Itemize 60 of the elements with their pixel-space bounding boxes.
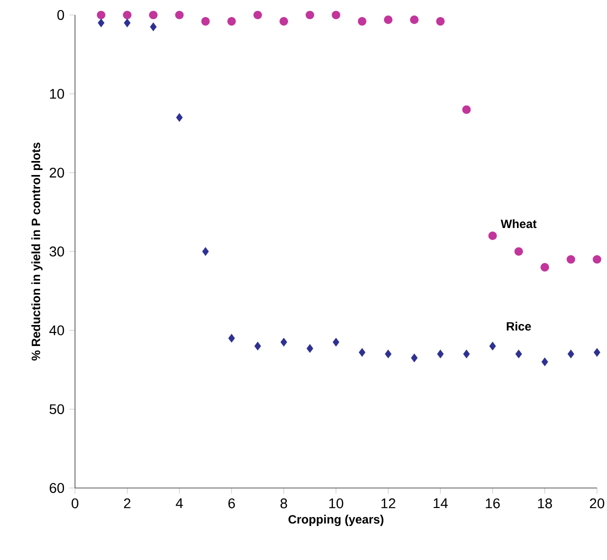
point xyxy=(384,350,392,358)
point xyxy=(515,350,522,358)
y-tick-label: 20 xyxy=(50,168,64,178)
point xyxy=(253,10,262,20)
x-tick-label: 10 xyxy=(329,498,344,508)
point xyxy=(254,342,261,350)
point xyxy=(489,342,496,350)
point xyxy=(227,17,236,26)
point xyxy=(332,10,340,20)
y-tick-label: 50 xyxy=(50,404,64,414)
y-tick-label: 40 xyxy=(49,325,64,336)
point xyxy=(358,348,366,357)
series-label: Wheat xyxy=(500,219,537,228)
point xyxy=(542,358,548,366)
point xyxy=(306,10,314,20)
point xyxy=(124,18,130,28)
point xyxy=(150,22,157,32)
point xyxy=(410,15,419,24)
point xyxy=(463,350,470,358)
x-tick-label: 8 xyxy=(280,498,288,508)
series-label: Rice xyxy=(506,322,531,331)
point xyxy=(228,334,235,342)
point xyxy=(488,231,497,240)
point xyxy=(358,17,366,26)
x-tick-label: 2 xyxy=(124,498,130,508)
x-tick-label: 14 xyxy=(434,498,448,508)
y-tick-label: 60 xyxy=(50,483,64,493)
x-tick-label: 18 xyxy=(538,498,552,508)
x-tick-label: 0 xyxy=(72,498,78,508)
point xyxy=(175,10,184,20)
point xyxy=(568,350,574,358)
x-axis-title: Cropping (years) xyxy=(288,514,384,526)
x-tick-label: 16 xyxy=(486,498,500,508)
point xyxy=(122,10,132,20)
x-tick-label: 6 xyxy=(228,498,235,508)
point xyxy=(98,18,104,28)
y-tick-label: 0 xyxy=(57,10,64,20)
point xyxy=(201,17,210,26)
point xyxy=(306,344,314,353)
point xyxy=(462,105,471,114)
point xyxy=(437,350,444,358)
x-tick-label: 12 xyxy=(381,498,396,508)
point xyxy=(540,262,550,272)
y-tick-label: 10 xyxy=(50,88,64,99)
point xyxy=(332,338,340,346)
point xyxy=(436,17,445,26)
x-tick-label: 4 xyxy=(176,498,183,508)
point xyxy=(280,338,288,346)
x-tick-label: 20 xyxy=(590,498,604,508)
point xyxy=(566,255,576,264)
y-tick-label: 30 xyxy=(50,246,64,256)
point xyxy=(176,113,183,122)
point xyxy=(202,247,209,256)
point xyxy=(384,15,392,24)
point xyxy=(96,10,106,20)
point xyxy=(280,17,288,26)
point xyxy=(149,10,158,20)
point xyxy=(411,354,418,362)
point xyxy=(514,247,523,256)
y-axis-title: % Reduction in yield in P control plots xyxy=(31,142,43,361)
